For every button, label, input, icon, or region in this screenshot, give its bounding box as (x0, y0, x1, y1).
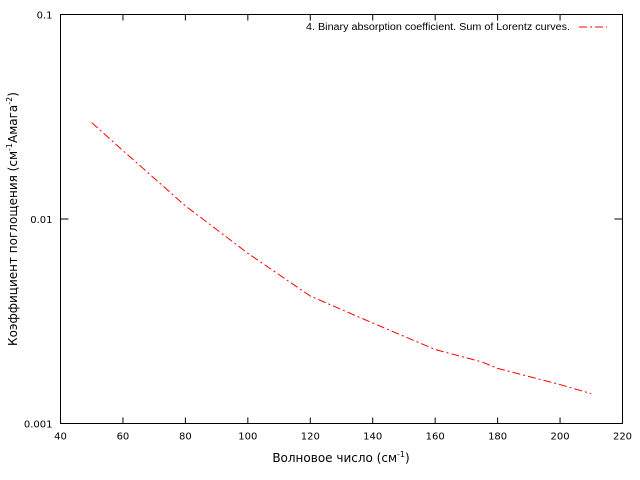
x-tick-label: 120 (301, 432, 320, 443)
x-tick-label: 140 (363, 432, 382, 443)
y-label-sup: -2 (5, 97, 14, 105)
x-tick-label: 40 (54, 432, 67, 443)
y-tick-label: 0.001 (24, 420, 53, 431)
x-tick-label: 80 (179, 432, 192, 443)
x-label-sup: -1 (397, 450, 405, 459)
x-label-text: ) (405, 451, 410, 465)
x-label-text: Волновое число (см (272, 451, 397, 465)
legend-label: 4. Binary absorption coefficient. Sum of… (306, 22, 570, 33)
data-line (91, 122, 592, 395)
y-label-text: ) (6, 92, 20, 97)
y-label-sup: -1 (5, 143, 14, 151)
x-tick-label: 160 (426, 432, 445, 443)
x-axis-label: Волновое число (см-1) (272, 450, 409, 465)
x-tick-label: 220 (613, 432, 632, 443)
y-label-text: Амага (6, 105, 20, 143)
y-tick-label: 0.1 (37, 11, 53, 22)
x-tick-label: 100 (238, 432, 257, 443)
y-label-text: Коэффициент поглощения (см (6, 151, 20, 346)
x-tick-label: 180 (488, 432, 507, 443)
y-axis-label: Коэффициент поглощения (см-1Амага-2) (5, 92, 20, 346)
x-tick-label: 60 (117, 432, 130, 443)
x-tick-label: 200 (551, 432, 570, 443)
plot-frame (60, 14, 623, 424)
y-tick-label: 0.01 (30, 215, 52, 226)
